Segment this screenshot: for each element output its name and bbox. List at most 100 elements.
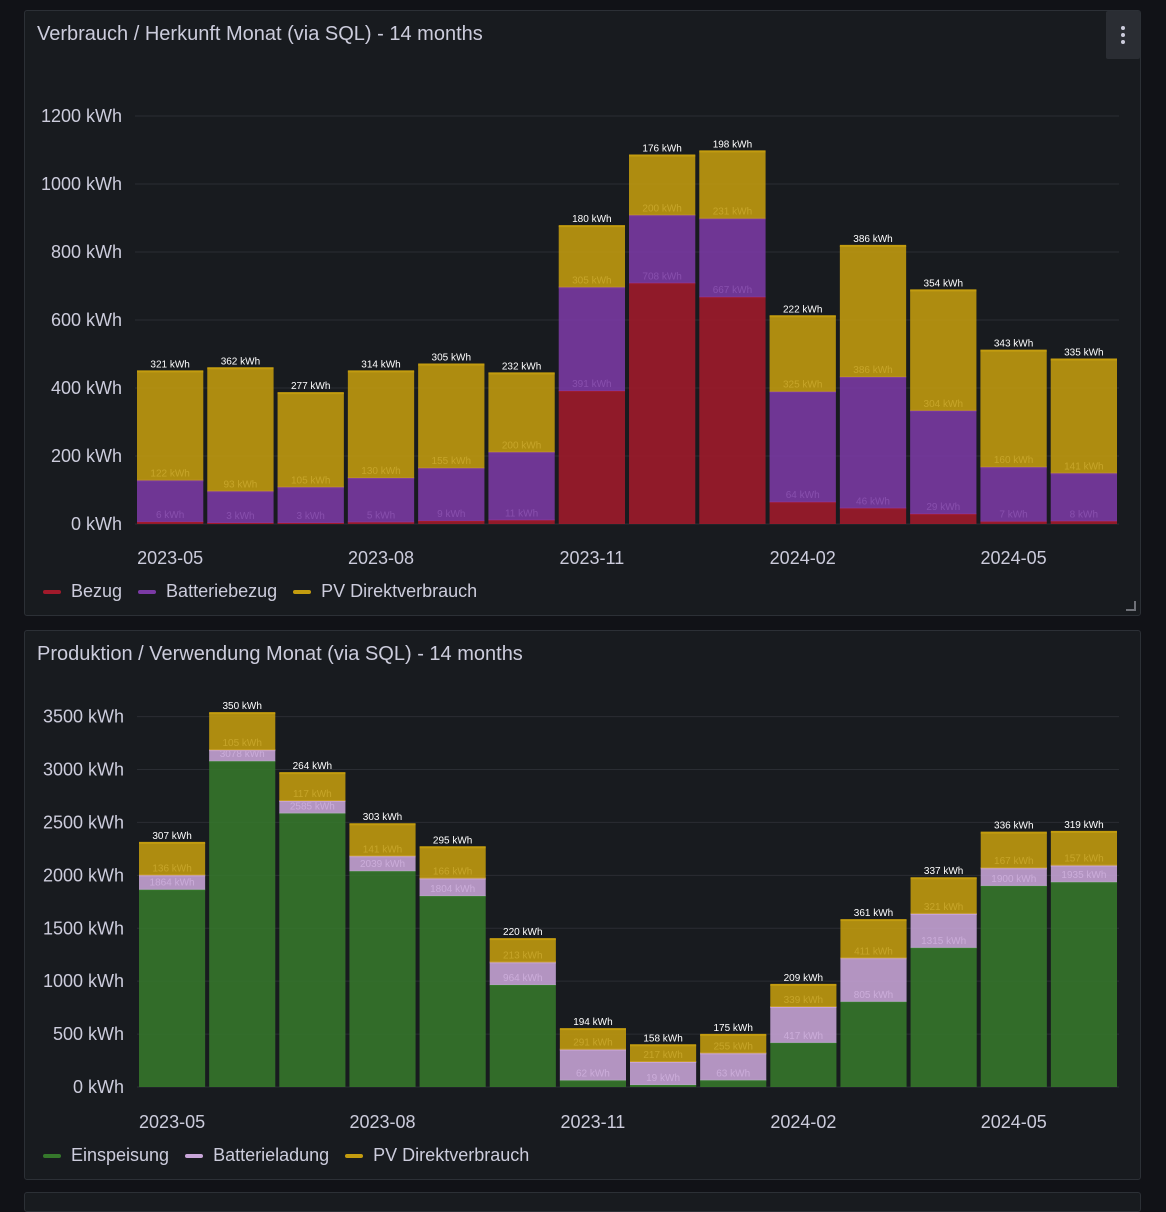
bar-segment: [910, 947, 977, 1087]
bar-segment: [209, 761, 276, 1087]
bar-value-label: 361 kWh: [854, 908, 893, 919]
legend-swatch: [138, 589, 157, 594]
y-tick-label: 0 kWh: [71, 514, 122, 534]
bar-segment: [629, 215, 696, 284]
panel-title: Produktion / Verwendung Monat (via SQL) …: [37, 643, 523, 665]
x-tick-label: 2024-05: [981, 548, 1047, 568]
bar-value-label: 336 kWh: [994, 821, 1033, 832]
bar-segment: [980, 467, 1047, 522]
legend-label: Einspeisung: [71, 1145, 170, 1165]
y-tick-label: 800 kWh: [51, 242, 122, 262]
bar-segment: [840, 958, 907, 1002]
bar-value-label: 319 kWh: [1064, 820, 1103, 831]
legend-item-einspeisung[interactable]: Einspeisung: [43, 1145, 169, 1166]
bar-segment: [279, 773, 346, 802]
bar-segment: [137, 371, 204, 481]
bar-value-label: 277 kWh: [291, 381, 330, 392]
panel-menu-button[interactable]: [1106, 11, 1140, 59]
bar-segment: [1050, 865, 1117, 883]
bar-segment: [207, 491, 274, 523]
y-tick-label: 400 kWh: [51, 378, 122, 398]
x-tick-label: 2023-05: [137, 548, 203, 568]
bar-value-label: 194 kWh: [573, 1017, 612, 1028]
y-tick-label: 3500 kWh: [43, 707, 124, 727]
bar-segment: [279, 801, 346, 814]
legend-item-batterieladung[interactable]: Batterieladung: [185, 1145, 329, 1166]
bar-segment: [559, 1029, 626, 1050]
bar-segment: [488, 373, 555, 453]
bar-segment: [347, 371, 415, 479]
y-tick-label: 2500 kWh: [43, 812, 124, 832]
legend-item-batteriebezug[interactable]: Batteriebezug: [138, 581, 277, 602]
vertical-ellipsis-icon: [1121, 26, 1125, 44]
bar-segment: [209, 750, 276, 762]
bar-segment: [910, 913, 977, 948]
x-tick-label: 2023-11: [559, 548, 624, 568]
chart-legend: Einspeisung Batterieladung PV Direktverb…: [43, 1145, 529, 1166]
y-tick-label: 600 kWh: [51, 310, 122, 330]
legend-item-pv-direktverbrauch[interactable]: PV Direktverbrauch: [293, 581, 477, 602]
x-tick-label: 2023-11: [561, 1112, 626, 1132]
bar-value-label: 220 kWh: [503, 927, 542, 938]
bar-segment: [630, 1084, 697, 1087]
bar-segment: [277, 487, 344, 523]
bar-segment: [488, 452, 555, 521]
bar-segment: [349, 871, 416, 1087]
bar-segment: [770, 984, 837, 1007]
bar-segment: [559, 1080, 626, 1087]
bar-segment: [630, 1045, 697, 1063]
legend-label: Bezug: [71, 581, 123, 601]
bar-segment: [139, 875, 206, 890]
legend-label: Batterieladung: [213, 1145, 330, 1165]
bar-segment: [769, 502, 836, 524]
y-tick-label: 0 kWh: [73, 1077, 124, 1097]
y-tick-label: 200 kWh: [51, 446, 122, 466]
bar-segment: [770, 1006, 837, 1043]
bar-segment: [1050, 882, 1117, 1087]
bar-segment: [629, 155, 696, 216]
legend-label: PV Direktverbrauch: [373, 1145, 530, 1165]
bar-segment: [558, 226, 625, 288]
bar-segment: [699, 297, 766, 524]
legend-item-bezug[interactable]: Bezug: [43, 581, 122, 602]
bar-segment: [910, 410, 977, 515]
consumption-chart: 0 kWh 200 kWh 400 kWh 600 kWh 800 kWh 1000 kW…: [41, 106, 1119, 568]
consumption-panel: Verbrauch / Herkunft Monat (via SQL) - 1…: [24, 10, 1141, 616]
bar-segment: [980, 521, 1047, 524]
legend-swatch: [293, 589, 312, 594]
bar-segment: [1050, 831, 1117, 866]
x-tick-label: 2024-05: [981, 1112, 1047, 1132]
legend-swatch: [345, 1153, 364, 1158]
bar-segment: [700, 1053, 767, 1081]
bar-value-label: 343 kWh: [994, 339, 1033, 350]
bar-segment: [419, 878, 486, 897]
y-tick-label: 1500 kWh: [43, 918, 124, 938]
bar-segment: [980, 832, 1047, 869]
legend-swatch: [43, 589, 61, 594]
bar-segment: [418, 468, 485, 521]
panel-resize-handle[interactable]: [1126, 601, 1136, 611]
bar-value-label: 354 kWh: [924, 278, 963, 289]
next-panel: [24, 1192, 1141, 1212]
x-tick-label: 2023-08: [349, 1112, 415, 1132]
bar-value-label: 295 kWh: [433, 835, 472, 846]
bar-segment: [488, 520, 555, 524]
bar-segment: [207, 368, 274, 492]
bar-segment: [559, 1049, 626, 1081]
x-tick-label: 2024-02: [770, 548, 836, 568]
bar-segment: [910, 290, 977, 411]
bar-segment: [1050, 521, 1117, 524]
bar-segment: [770, 1042, 837, 1087]
bar-value-label: 176 kWh: [642, 143, 681, 154]
bar-segment: [910, 878, 977, 914]
bar-value-label: 222 kWh: [783, 304, 822, 315]
bar-value-label: 350 kWh: [222, 701, 261, 712]
legend-item-pv-direktverbrauch[interactable]: PV Direktverbrauch: [345, 1145, 529, 1166]
bar-segment: [699, 218, 766, 298]
bar-segment: [137, 480, 204, 522]
bar-segment: [700, 1080, 767, 1087]
bar-segment: [418, 520, 485, 524]
bar-segment: [139, 889, 206, 1087]
bar-segment: [558, 391, 625, 524]
bar-segment: [489, 939, 556, 963]
